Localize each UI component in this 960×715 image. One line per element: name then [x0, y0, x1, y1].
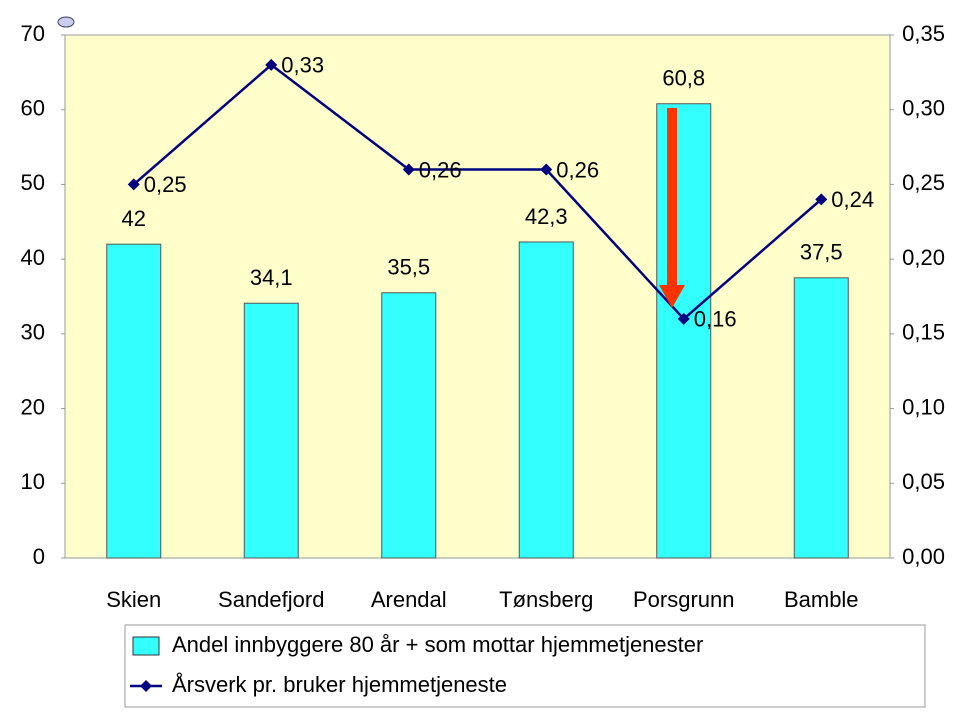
legend-label: Andel innbyggere 80 år + som mottar hjem…: [172, 632, 703, 657]
y-tick-label: 0: [33, 544, 45, 569]
bar-value-label: 42: [122, 206, 146, 231]
line-value-label: 0,26: [419, 157, 462, 182]
y2-tick-label: 0,25: [902, 170, 945, 195]
y2-tick-label: 0,10: [902, 394, 945, 419]
x-tick-label: Porsgrunn: [633, 587, 735, 612]
bar: [106, 243, 162, 559]
bar: [243, 302, 299, 559]
bar-value-label: 60,8: [662, 66, 705, 91]
bar: [793, 277, 849, 559]
bar: [518, 241, 574, 559]
line-marker: [677, 312, 690, 325]
bar-value-label: 37,5: [800, 240, 843, 265]
line-marker: [127, 178, 140, 191]
line-value-label: 0,26: [556, 157, 599, 182]
y2-tick-label: 0,20: [902, 245, 945, 270]
bar-value-label: 35,5: [387, 255, 430, 280]
line-value-label: 0,24: [831, 187, 874, 212]
y-tick-label: 40: [21, 245, 45, 270]
y-tick-label: 70: [21, 21, 45, 46]
red-arrow: [659, 108, 685, 308]
x-tick-label: Arendal: [371, 587, 447, 612]
line-marker: [402, 163, 415, 176]
bar-value-label: 34,1: [250, 265, 293, 290]
x-tick-label: Sandefjord: [218, 587, 324, 612]
legend-marker: [140, 680, 152, 692]
x-tick-label: Bamble: [784, 587, 859, 612]
line-value-label: 0,25: [144, 172, 187, 197]
line-marker: [815, 193, 828, 206]
y-tick-label: 20: [21, 394, 45, 419]
line-value-label: 0,33: [281, 53, 324, 78]
line-value-label: 0,16: [694, 307, 737, 332]
y-tick-label: 50: [21, 170, 45, 195]
line-marker: [265, 58, 278, 71]
y2-tick-label: 0,35: [902, 21, 945, 46]
arrow-shaft: [667, 108, 677, 288]
y2-tick-label: 0,00: [902, 544, 945, 569]
line-marker: [540, 163, 553, 176]
y-tick-label: 10: [21, 469, 45, 494]
bar: [656, 103, 712, 559]
bar-value-label: 42,3: [525, 204, 568, 229]
x-tick-label: Skien: [106, 587, 161, 612]
line: [132, 63, 823, 321]
y2-tick-label: 0,15: [902, 320, 945, 345]
bar: [381, 292, 437, 559]
y2-tick-label: 0,30: [902, 96, 945, 121]
legend-label: Årsverk pr. bruker hjemmetjeneste: [172, 672, 507, 697]
legend: [124, 624, 926, 708]
y2-tick-label: 0,05: [902, 469, 945, 494]
arrow-head: [659, 285, 685, 308]
plot-area: [64, 34, 891, 559]
y-tick-label: 60: [21, 96, 45, 121]
legend-swatch: [132, 636, 160, 656]
x-tick-label: Tønsberg: [499, 587, 593, 612]
y-tick-label: 30: [21, 320, 45, 345]
decoration: [57, 16, 75, 28]
